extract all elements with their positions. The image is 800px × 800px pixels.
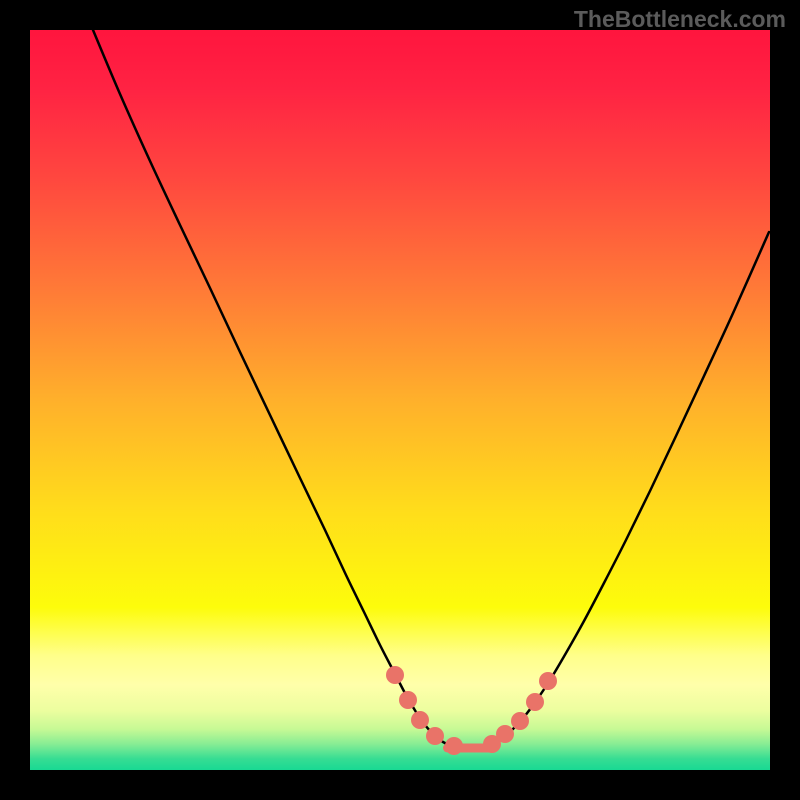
curve-marker bbox=[511, 712, 529, 730]
curve-marker bbox=[539, 672, 557, 690]
curve-marker bbox=[411, 711, 429, 729]
curve-marker bbox=[399, 691, 417, 709]
watermark-text: TheBottleneck.com bbox=[574, 6, 786, 33]
curve-marker bbox=[386, 666, 404, 684]
curve-marker bbox=[496, 725, 514, 743]
curve-marker bbox=[526, 693, 544, 711]
curve-marker bbox=[426, 727, 444, 745]
chart-svg-overlay bbox=[0, 0, 800, 800]
curve-marker bbox=[445, 737, 463, 755]
